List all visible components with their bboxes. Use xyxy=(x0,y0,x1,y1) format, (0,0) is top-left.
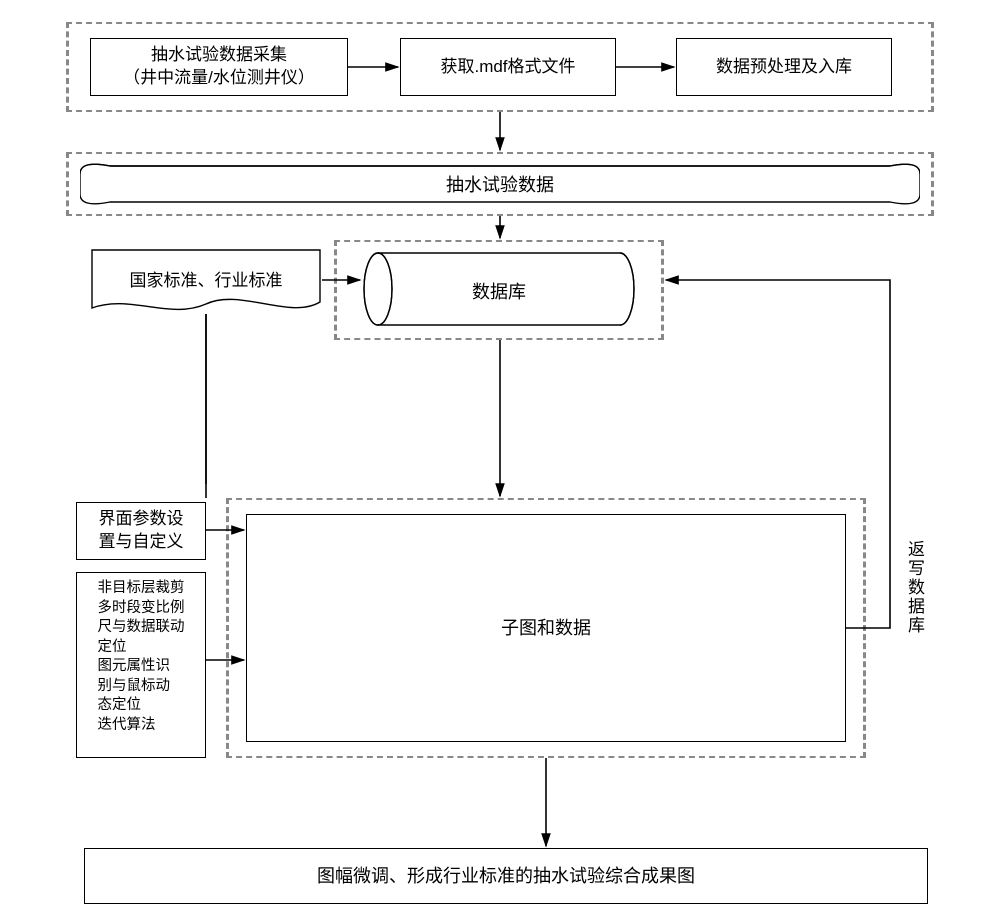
connectors xyxy=(0,0,1000,920)
box-mdf-text: 获取.mdf格式文件 xyxy=(440,56,575,79)
final-output-box: 图幅微调、形成行业标准的抽水试验综合成果图 xyxy=(84,848,928,904)
algo-text: 非目标层裁剪 多时段变比例 尺与数据联动 定位 图元属性识 别与鼠标动 态定位 … xyxy=(98,579,185,736)
standards-doc: 国家标准、行业标准 xyxy=(90,248,322,320)
diagram-stage: 抽水试验数据采集 （井中流量/水位测井仪） 获取.mdf格式文件 数据预处理及入… xyxy=(0,0,1000,920)
box-preprocess-text: 数据预处理及入库 xyxy=(716,56,852,79)
writeback-label: 返写数据库 xyxy=(902,540,927,635)
ui-params-box: 界面参数设 置与自定义 xyxy=(76,502,206,560)
subfig-box: 子图和数据 xyxy=(246,514,846,742)
box-acquisition-text: 抽水试验数据采集 （井中流量/水位测井仪） xyxy=(123,44,315,90)
final-output-text: 图幅微调、形成行业标准的抽水试验综合成果图 xyxy=(317,864,695,888)
ui-params-text: 界面参数设 置与自定义 xyxy=(99,508,184,554)
banner-text: 抽水试验数据 xyxy=(80,160,920,208)
algo-box: 非目标层裁剪 多时段变比例 尺与数据联动 定位 图元属性识 别与鼠标动 态定位 … xyxy=(76,572,206,758)
box-mdf: 获取.mdf格式文件 xyxy=(400,38,616,96)
subfig-text: 子图和数据 xyxy=(501,616,591,640)
box-acquisition: 抽水试验数据采集 （井中流量/水位测井仪） xyxy=(90,38,348,96)
database-cylinder: 数据库 xyxy=(362,250,636,328)
standards-doc-text: 国家标准、行业标准 xyxy=(90,242,322,314)
database-label: 数据库 xyxy=(362,278,636,304)
box-preprocess: 数据预处理及入库 xyxy=(676,38,892,96)
banner-pump-data: 抽水试验数据 xyxy=(80,160,920,208)
